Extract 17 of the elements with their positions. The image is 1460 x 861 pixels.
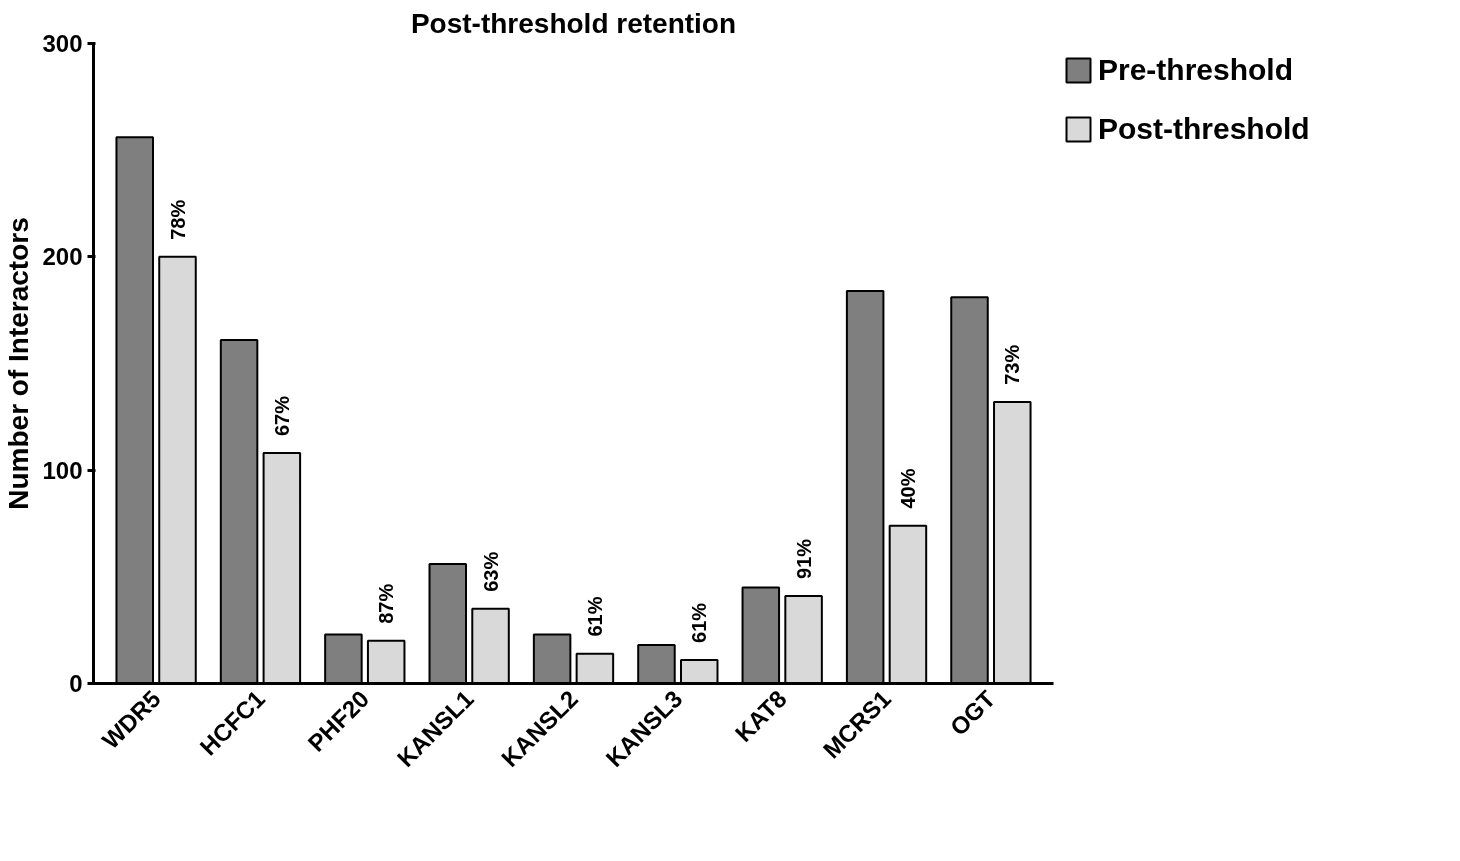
annotation: 67% (270, 395, 293, 437)
annotation: 91% (792, 538, 815, 579)
legend-label: Pre-threshold (1098, 53, 1294, 87)
annotation: 73% (1001, 344, 1024, 385)
chart-title: Post-threshold retention (410, 7, 737, 39)
annotation: 40% (896, 468, 919, 509)
y-tick-label: 0 (69, 670, 83, 697)
annotation: 78% (166, 199, 189, 240)
y-tick-label: 100 (42, 456, 83, 484)
annotation: 61% (688, 602, 711, 643)
legend-label: Post-threshold (1098, 112, 1310, 146)
annotation: 63% (479, 551, 502, 592)
y-tick-label: 200 (42, 243, 83, 271)
annotation: 87% (375, 583, 398, 624)
annotation: 61% (583, 596, 606, 637)
y-axis-title: Number of Interactors (3, 217, 35, 510)
y-tick-label: 300 (42, 30, 83, 57)
